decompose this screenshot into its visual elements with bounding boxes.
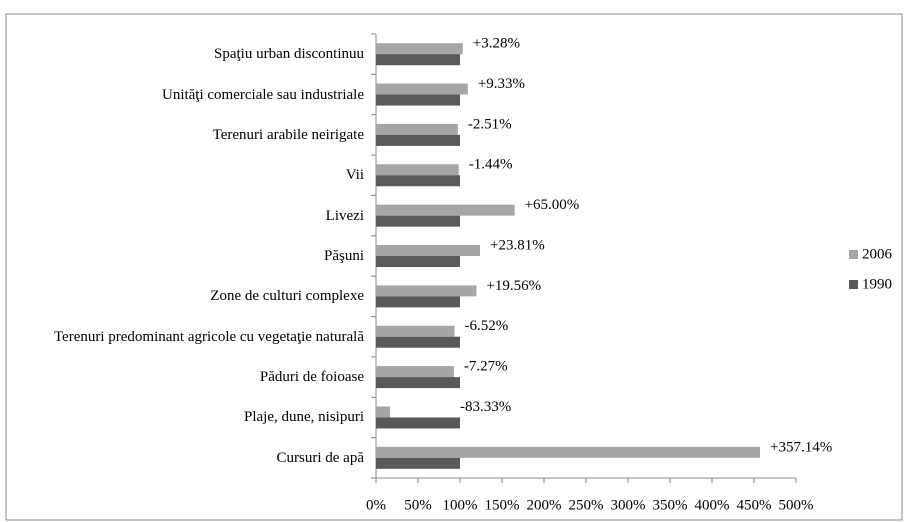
x-tick-label: 400% xyxy=(695,497,730,513)
x-tick-label: 500% xyxy=(779,497,814,513)
bar-annotation: -1.44% xyxy=(469,157,513,173)
bar xyxy=(376,296,460,308)
bar xyxy=(376,43,463,55)
category-label: Livezi xyxy=(325,207,364,224)
legend-swatch xyxy=(849,250,858,259)
category-label: Păduri de foioase xyxy=(259,369,364,386)
category-label: Cursuri de apă xyxy=(276,449,364,466)
category-label: Terenuri predominant agricole cu vegetaţ… xyxy=(53,328,364,345)
bar xyxy=(376,366,454,378)
bar-annotation: +65.00% xyxy=(525,197,580,213)
bar xyxy=(376,245,481,256)
bar-annotation: -7.27% xyxy=(464,359,508,375)
x-tick-label: 100% xyxy=(443,497,478,513)
x-tick-label: 0% xyxy=(366,497,386,513)
bar xyxy=(376,164,459,176)
bar-annotation: +9.33% xyxy=(478,76,525,92)
x-tick-label: 250% xyxy=(569,497,604,513)
bar xyxy=(376,325,455,337)
category-label: Terenuri arabile neirigate xyxy=(212,126,364,143)
bar-annotation: -83.33% xyxy=(460,399,511,415)
bar xyxy=(376,215,460,227)
legend-label: 2006 xyxy=(862,246,893,262)
bar xyxy=(376,134,460,146)
bar xyxy=(376,446,760,458)
bar-annotation: +357.14% xyxy=(770,439,832,455)
x-tick-label: 150% xyxy=(485,497,520,513)
category-label: Zone de culturi complexe xyxy=(210,288,364,305)
category-label: Unităţi comerciale sau industriale xyxy=(161,86,364,103)
bar xyxy=(376,54,460,66)
category-label: Păşuni xyxy=(323,248,364,264)
bar xyxy=(376,377,460,389)
x-tick-label: 200% xyxy=(527,497,562,513)
bar-annotation: +19.56% xyxy=(486,278,541,294)
category-label: Spaţiu urban discontinuu xyxy=(214,46,364,63)
bar xyxy=(376,94,460,106)
bar-annotation: +23.81% xyxy=(490,237,545,253)
bar xyxy=(376,406,391,418)
x-tick-label: 350% xyxy=(653,497,688,513)
bar xyxy=(376,204,515,216)
bar xyxy=(376,336,460,348)
legend-swatch xyxy=(849,280,858,289)
legend-label: 1990 xyxy=(862,276,892,292)
category-label: Plaje, dune, nisipuri xyxy=(244,409,364,426)
x-tick-label: 450% xyxy=(737,497,772,513)
x-tick-label: 300% xyxy=(611,497,646,513)
bar xyxy=(376,256,460,267)
chart-border xyxy=(5,13,903,521)
bar xyxy=(376,285,477,297)
bar xyxy=(376,457,460,469)
bar xyxy=(376,417,460,429)
bar-annotation: +3.28% xyxy=(473,36,520,52)
bar-annotation: -6.52% xyxy=(465,318,509,334)
bar xyxy=(376,123,458,135)
x-tick-label: 50% xyxy=(404,497,432,513)
bar xyxy=(376,83,468,95)
category-label: Vii xyxy=(345,167,364,184)
bar-annotation: -2.51% xyxy=(468,116,512,132)
bar xyxy=(376,175,460,187)
